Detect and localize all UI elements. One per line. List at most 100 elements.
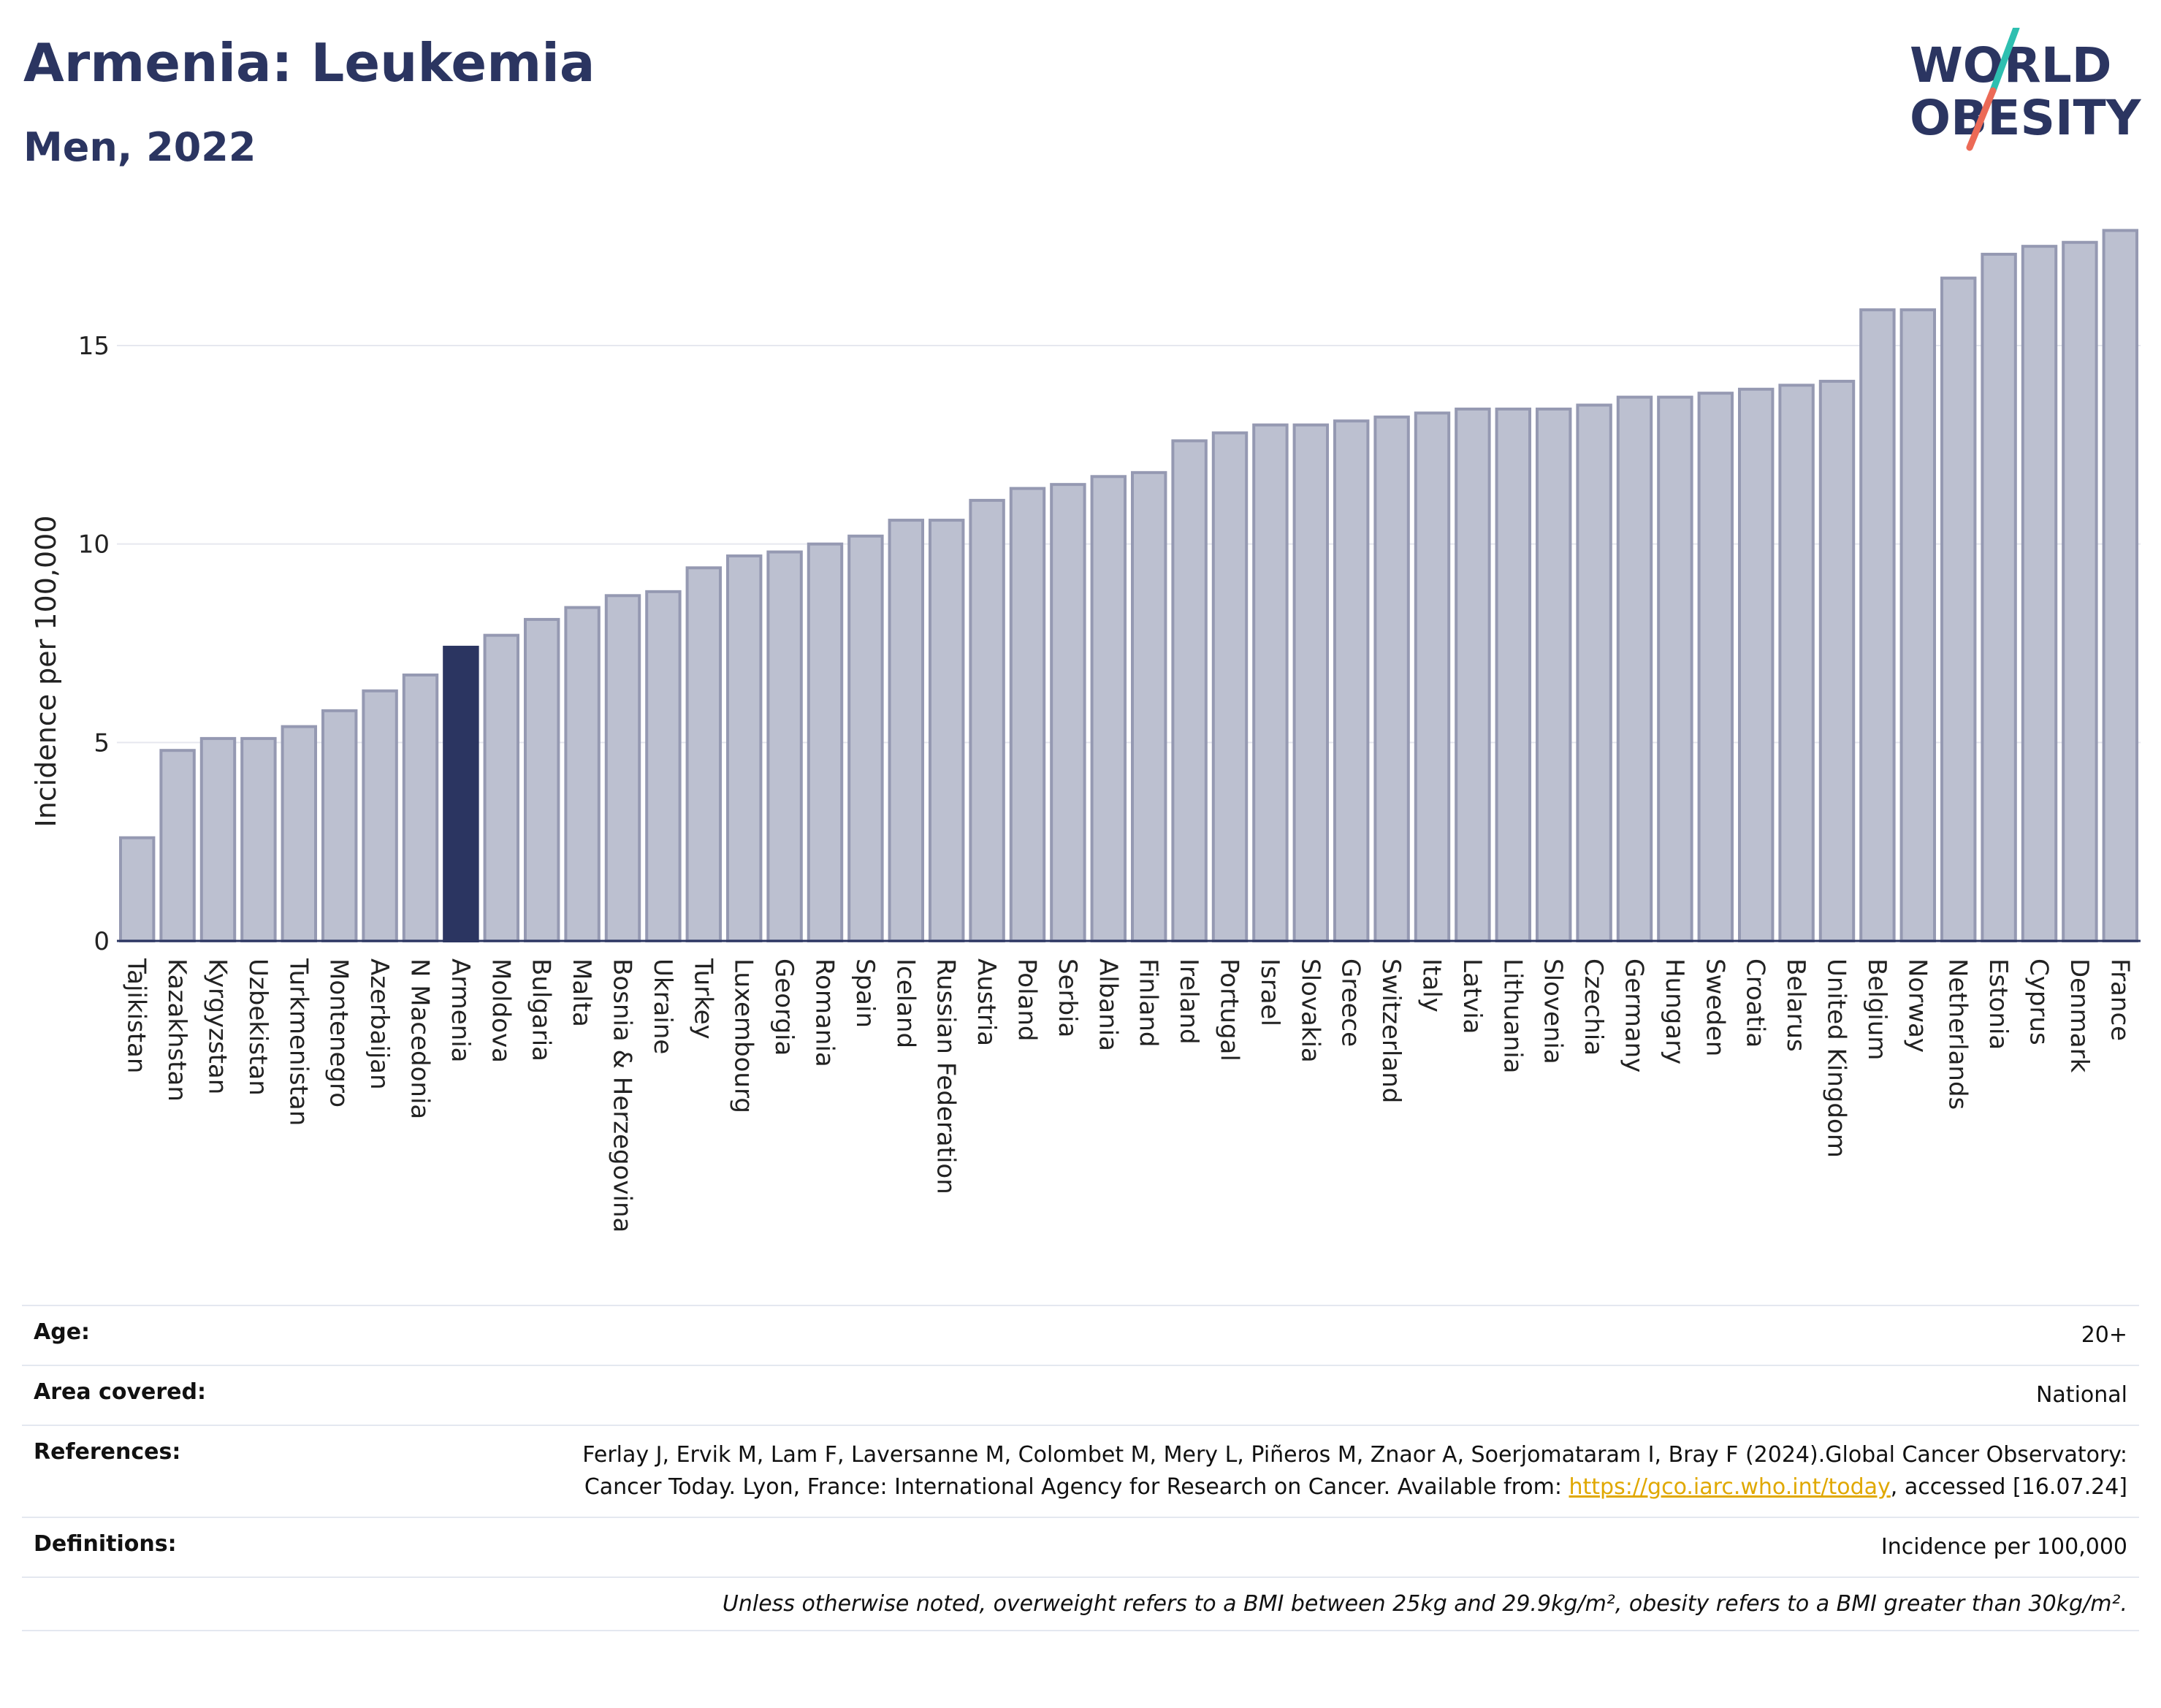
x-tick-label: Hungary — [1660, 958, 1689, 1064]
bar-netherlands — [1940, 276, 1977, 942]
references-text: Ferlay J, Ervik M, Lam F, Laversanne M, … — [582, 1442, 2127, 1500]
page-subtitle: Men, 2022 — [23, 124, 256, 170]
logo-text-obesity: OBESITY — [1910, 90, 2142, 146]
info-row-definitions: Definitions: Incidence per 100,000 — [22, 1517, 2139, 1578]
info-row-note: Unless otherwise noted, overweight refer… — [22, 1577, 2139, 1631]
x-tick-label: Sweden — [1700, 958, 1729, 1056]
bar-ukraine — [645, 590, 682, 942]
x-tick-label: Luxembourg — [729, 958, 758, 1113]
age-value: 20+ — [557, 1305, 2139, 1366]
bar-georgia — [766, 550, 803, 942]
x-tick-label: Turkey — [688, 958, 717, 1040]
bar-cyprus — [2021, 245, 2058, 942]
x-tick-label: Spain — [850, 958, 880, 1028]
info-row-age: Age: 20+ — [22, 1305, 2139, 1366]
bar-united-kingdom — [1818, 379, 1856, 942]
bar-switzerland — [1373, 415, 1410, 942]
x-tick-label: Germany — [1620, 958, 1649, 1072]
x-tick-label: Kyrgyzstan — [203, 958, 232, 1094]
x-tick-label: Uzbekistan — [243, 958, 272, 1096]
x-tick-label: Poland — [1013, 958, 1042, 1042]
bar-slovakia — [1292, 423, 1330, 942]
x-tick-label: Tajikistan — [122, 958, 151, 1073]
x-tick-label: Albania — [1093, 958, 1122, 1051]
x-tick-label: Azerbaijan — [365, 958, 394, 1090]
x-tick-label: Slovakia — [1295, 958, 1325, 1063]
y-tick-label: 0 — [94, 927, 110, 956]
x-tick-label: Ireland — [1174, 958, 1203, 1045]
x-tick-label: Belgium — [1862, 958, 1891, 1060]
bar-n-macedonia — [402, 673, 439, 942]
bar-romania — [807, 542, 844, 942]
references-suffix: , accessed [16.07.24] — [1890, 1474, 2127, 1500]
bar-turkey — [685, 566, 723, 942]
references-label: References: — [22, 1425, 557, 1518]
bar-luxembourg — [725, 554, 763, 942]
bar-portugal — [1211, 431, 1249, 942]
x-tick-label: Bulgaria — [527, 958, 556, 1061]
x-tick-label: Serbia — [1053, 958, 1082, 1037]
bar-czechia — [1576, 403, 1612, 942]
bar-greece — [1333, 419, 1370, 942]
bar-italy — [1414, 411, 1451, 942]
x-tick-label: Switzerland — [1376, 958, 1406, 1103]
bar-lithuania — [1495, 407, 1532, 942]
bar-moldova — [483, 633, 520, 943]
bar-bulgaria — [523, 617, 560, 943]
x-tick-label: Norway — [1902, 958, 1932, 1053]
bar-israel — [1252, 423, 1289, 942]
x-tick-label: Slovenia — [1539, 958, 1568, 1064]
bar-iceland — [888, 519, 925, 942]
bar-malta — [564, 606, 601, 942]
note-label — [22, 1577, 557, 1631]
x-tick-label: Romania — [810, 958, 839, 1067]
x-tick-label: Netherlands — [1943, 958, 1973, 1110]
references-value: Ferlay J, Ervik M, Lam F, Laversanne M, … — [557, 1425, 2139, 1518]
y-tick-label: 5 — [94, 728, 110, 758]
page-title: Armenia: Leukemia — [23, 32, 595, 94]
x-tick-label: Ukraine — [648, 958, 677, 1054]
bar-austria — [969, 498, 1005, 942]
x-tick-label: Montenegro — [324, 958, 354, 1107]
bar-belarus — [1778, 384, 1815, 942]
info-row-references: References: Ferlay J, Ervik M, Lam F, La… — [22, 1425, 2139, 1518]
x-tick-label: Armenia — [446, 958, 475, 1063]
x-tick-label: Iceland — [891, 958, 920, 1048]
bar-finland — [1130, 470, 1167, 942]
x-tick-label: N Macedonia — [405, 958, 435, 1119]
bar-poland — [1009, 487, 1046, 942]
bar-serbia — [1050, 483, 1086, 942]
bar-belgium — [1859, 308, 1896, 943]
references-link[interactable]: https://gco.iarc.who.int/today — [1569, 1474, 1891, 1500]
x-tick-label: Denmark — [2065, 958, 2094, 1073]
bar-slovenia — [1535, 407, 1572, 942]
info-row-area: Area covered: National — [22, 1365, 2139, 1426]
bar-hungary — [1657, 395, 1693, 942]
bar-kazakhstan — [159, 749, 196, 942]
bar-denmark — [2062, 240, 2098, 942]
logo-slash-coral — [1966, 87, 1997, 151]
x-tick-label: Kazakhstan — [162, 958, 191, 1102]
x-tick-label: Belarus — [1781, 958, 1810, 1052]
x-tick-label: Estonia — [1983, 958, 2013, 1050]
x-tick-label: Malta — [567, 958, 596, 1027]
x-tick-label: Portugal — [1215, 958, 1244, 1061]
x-tick-label: Russian Federation — [931, 958, 961, 1194]
x-tick-label: Turkmenistan — [283, 958, 313, 1126]
bar-kyrgyzstan — [199, 736, 237, 943]
x-tick-label: Italy — [1417, 958, 1447, 1013]
x-tick-label: Cyprus — [2024, 958, 2054, 1045]
age-label: Age: — [22, 1305, 557, 1366]
bar-ireland — [1171, 439, 1208, 942]
bar-latvia — [1455, 407, 1491, 942]
bar-tajikistan — [118, 836, 156, 942]
logo-slash-teal — [1989, 28, 2020, 94]
area-value: National — [557, 1365, 2139, 1426]
x-tick-label: United Kingdom — [1822, 958, 1851, 1158]
bar-norway — [1899, 308, 1937, 943]
bar-spain — [847, 534, 884, 942]
x-tick-label: Georgia — [769, 958, 799, 1056]
area-label: Area covered: — [22, 1365, 557, 1426]
x-tick-label: Austria — [972, 958, 1001, 1046]
definitions-label: Definitions: — [22, 1517, 557, 1578]
